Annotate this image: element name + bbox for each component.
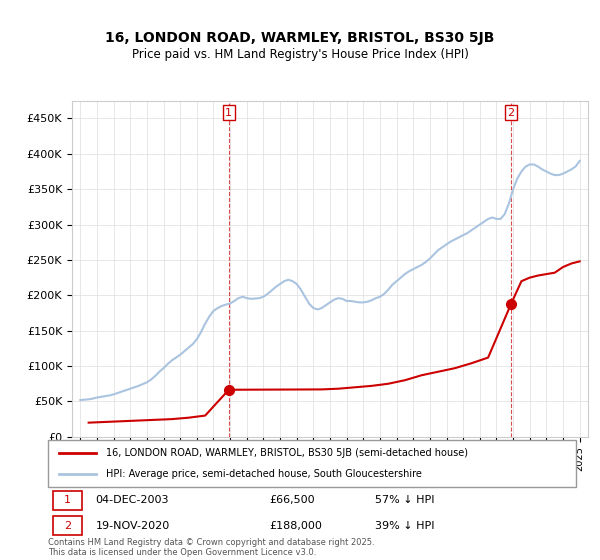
- Text: 16, LONDON ROAD, WARMLEY, BRISTOL, BS30 5JB: 16, LONDON ROAD, WARMLEY, BRISTOL, BS30 …: [106, 31, 494, 45]
- Text: Contains HM Land Registry data © Crown copyright and database right 2025.
This d: Contains HM Land Registry data © Crown c…: [48, 538, 374, 557]
- Text: 2: 2: [508, 108, 515, 118]
- Text: 1: 1: [225, 108, 232, 118]
- Text: £66,500: £66,500: [270, 495, 316, 505]
- Text: 57% ↓ HPI: 57% ↓ HPI: [376, 495, 435, 505]
- Text: 39% ↓ HPI: 39% ↓ HPI: [376, 520, 435, 530]
- Text: 16, LONDON ROAD, WARMLEY, BRISTOL, BS30 5JB (semi-detached house): 16, LONDON ROAD, WARMLEY, BRISTOL, BS30 …: [106, 448, 468, 458]
- Text: 1: 1: [64, 495, 71, 505]
- Text: £188,000: £188,000: [270, 520, 323, 530]
- FancyBboxPatch shape: [48, 440, 576, 487]
- FancyBboxPatch shape: [53, 516, 82, 535]
- FancyBboxPatch shape: [53, 491, 82, 510]
- Text: 19-NOV-2020: 19-NOV-2020: [95, 520, 170, 530]
- Text: Price paid vs. HM Land Registry's House Price Index (HPI): Price paid vs. HM Land Registry's House …: [131, 48, 469, 60]
- Text: HPI: Average price, semi-detached house, South Gloucestershire: HPI: Average price, semi-detached house,…: [106, 469, 422, 479]
- Text: 04-DEC-2003: 04-DEC-2003: [95, 495, 169, 505]
- Text: 2: 2: [64, 520, 71, 530]
